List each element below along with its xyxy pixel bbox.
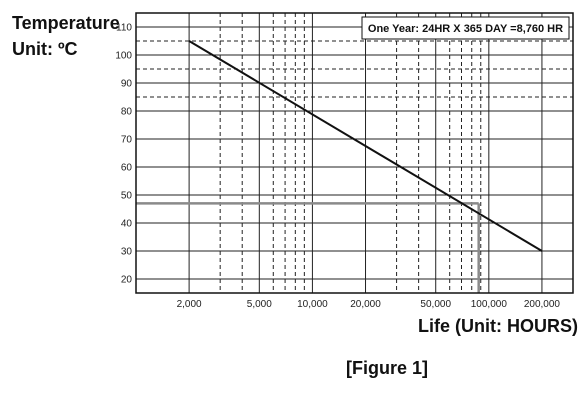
y-tick-label-80: 80 [121,107,133,118]
y-axis-title-line1: Temperature [12,13,120,33]
x-axis-title: Life (Unit: HOURS) [418,316,578,336]
series-line-0 [188,40,543,252]
y-tick-label-70: 70 [121,135,133,146]
plot-frame [135,12,574,294]
y-tick-label-30: 30 [121,247,133,258]
y-tick-label-60: 60 [121,163,133,174]
x-tick-label-200000: 200,000 [524,299,561,310]
figure-caption: [Figure 1] [346,358,429,378]
y-axis-title-line2: Unit: ºC [12,39,78,59]
y-tick-label-20: 20 [121,275,133,286]
x-tick-label-50000: 50,000 [420,299,451,310]
x-tick-label-5000: 5,000 [247,299,272,310]
y-tick-label-90: 90 [121,79,133,90]
x-tick-label-100000: 100,000 [471,299,508,310]
x-tick-label-2000: 2,000 [177,299,202,310]
y-tick-label-110: 110 [116,23,132,34]
y-tick-label-50: 50 [121,191,133,202]
annotation-box [361,16,570,40]
x-tick-label-10000: 10,000 [297,299,328,310]
x-tick-label-20000: 20,000 [350,299,381,310]
y-tick-label-40: 40 [121,219,133,230]
y-axis-title: Temperature Unit: ºC [12,10,120,62]
annotation-text: One Year: 24HR X 365 DAY =8,760 HR [368,23,563,35]
y-tick-label-100: 100 [115,51,132,62]
